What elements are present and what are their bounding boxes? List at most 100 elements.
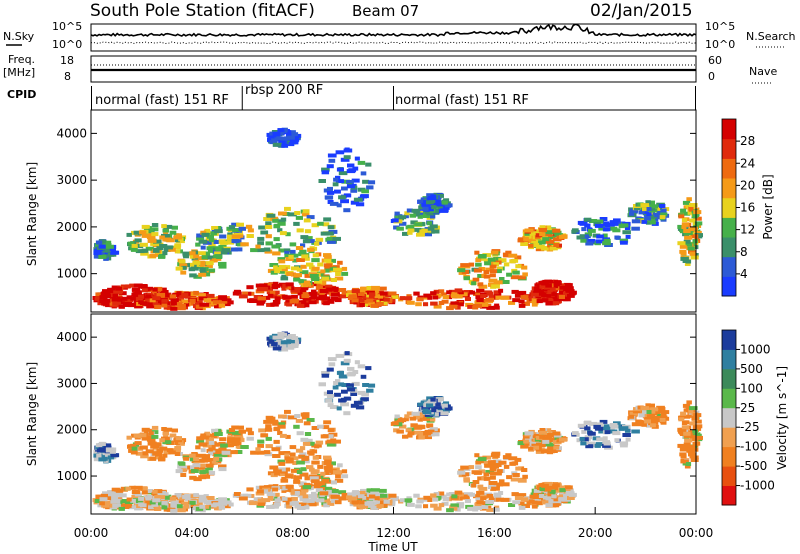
velocity-cell [323, 465, 333, 470]
velocity-cell [559, 488, 566, 493]
power-cell [189, 273, 197, 278]
power-cell [318, 179, 326, 183]
power-cell [360, 171, 367, 176]
velocity-cell [113, 492, 122, 497]
velocity-cell [677, 427, 684, 432]
velocity-cell [540, 449, 549, 454]
velocity-cell [450, 503, 459, 508]
power-cell [163, 305, 172, 310]
power-data-cells [92, 127, 703, 311]
power-cell [245, 224, 253, 229]
power-cell [489, 269, 498, 274]
velocity-cell [426, 424, 433, 429]
velocity-cell [308, 494, 318, 499]
power-cell [170, 306, 178, 311]
power-cell [682, 259, 689, 263]
power-cell [341, 290, 351, 295]
power-colorbar-tick-label: 4 [740, 267, 748, 281]
velocity-cell [603, 441, 611, 446]
velocity-cell [214, 432, 223, 436]
velocity-cell [328, 362, 336, 367]
velocity-cell [409, 416, 416, 421]
power-cell [340, 157, 350, 162]
velocity-cell [346, 383, 354, 388]
power-y-tick-label-2: 2000 [56, 220, 87, 234]
power-cell [508, 300, 516, 305]
velocity-cell [325, 398, 333, 403]
power-cell [399, 296, 405, 301]
velocity-cell [476, 500, 484, 505]
power-cell [115, 286, 123, 291]
velocity-cell [649, 417, 657, 422]
power-cell [200, 270, 209, 275]
x-tick-label-5: 16:00 [477, 526, 512, 540]
velocity-cell [290, 341, 300, 346]
power-cell [210, 231, 217, 236]
power-cell [303, 218, 311, 223]
power-cell [302, 239, 311, 244]
power-cell [123, 303, 130, 307]
velocity-cell [417, 417, 423, 422]
power-cell [162, 251, 168, 256]
power-cell [190, 294, 197, 299]
velocity-cell [677, 443, 686, 448]
velocity-cell [208, 440, 215, 445]
power-cell [417, 199, 426, 204]
velocity-cell [190, 496, 197, 501]
power-cell [341, 266, 348, 271]
power-cell [284, 206, 291, 211]
velocity-cell [646, 410, 652, 414]
power-cell [633, 206, 641, 211]
power-cell [518, 303, 526, 308]
power-cell [131, 243, 138, 248]
power-cell [219, 234, 227, 239]
power-cell [498, 288, 504, 293]
power-cell [598, 226, 605, 231]
velocity-colorbar-swatch [722, 349, 736, 370]
power-cell [538, 240, 546, 245]
velocity-cell [153, 442, 162, 447]
velocity-cell [311, 491, 317, 496]
power-cell [171, 225, 178, 230]
velocity-cell [374, 496, 380, 501]
power-cell [286, 135, 295, 140]
velocity-cell [631, 429, 640, 434]
velocity-cell [581, 429, 587, 434]
velocity-cell [279, 433, 287, 438]
velocity-colorbar-tick-label: 1000 [740, 342, 771, 356]
power-cell [274, 223, 280, 228]
velocity-cell [509, 461, 516, 466]
power-cell [153, 239, 162, 244]
power-cell [290, 253, 299, 258]
velocity-cell [366, 388, 374, 393]
velocity-cell [255, 447, 261, 452]
power-cell [301, 256, 310, 261]
power-cell [231, 234, 241, 239]
velocity-cell [219, 501, 228, 506]
power-cell [370, 303, 379, 308]
power-cell [156, 292, 166, 297]
power-cell [491, 295, 499, 300]
velocity-cell [302, 412, 310, 417]
power-cell [175, 233, 182, 238]
velocity-cell [102, 491, 111, 496]
velocity-cell [213, 456, 220, 461]
velocity-cell [498, 491, 504, 495]
velocity-cell [332, 385, 339, 390]
velocity-colorbar-tick-label: -1000 [740, 479, 775, 493]
power-cell [293, 277, 301, 282]
power-cell [432, 229, 440, 234]
power-cell [535, 233, 543, 238]
power-cell [266, 290, 273, 294]
velocity-cell [264, 452, 273, 457]
power-cell [201, 232, 209, 237]
velocity-cell [120, 486, 127, 491]
power-cell [202, 272, 211, 277]
power-cell [112, 301, 121, 306]
power-colorbar-swatch [722, 119, 736, 140]
velocity-cell [649, 407, 659, 412]
velocity-cell [150, 430, 159, 435]
velocity-cell [163, 450, 171, 455]
velocity-cell [133, 485, 143, 490]
